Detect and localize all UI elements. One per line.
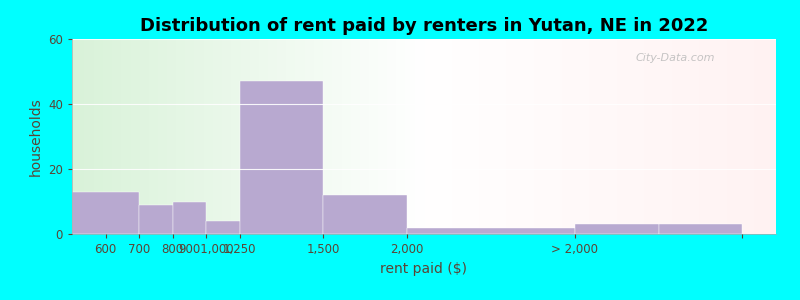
Y-axis label: households: households	[29, 97, 42, 176]
Bar	[575, 224, 658, 234]
Bar	[407, 227, 575, 234]
Bar	[206, 221, 240, 234]
Bar	[173, 202, 206, 234]
Bar	[139, 205, 173, 234]
Title: Distribution of rent paid by renters in Yutan, NE in 2022: Distribution of rent paid by renters in …	[140, 17, 708, 35]
Bar	[240, 81, 323, 234]
Bar	[658, 224, 742, 234]
X-axis label: rent paid ($): rent paid ($)	[381, 262, 467, 276]
Bar	[323, 195, 407, 234]
Bar	[72, 192, 139, 234]
Text: City-Data.com: City-Data.com	[635, 52, 714, 63]
